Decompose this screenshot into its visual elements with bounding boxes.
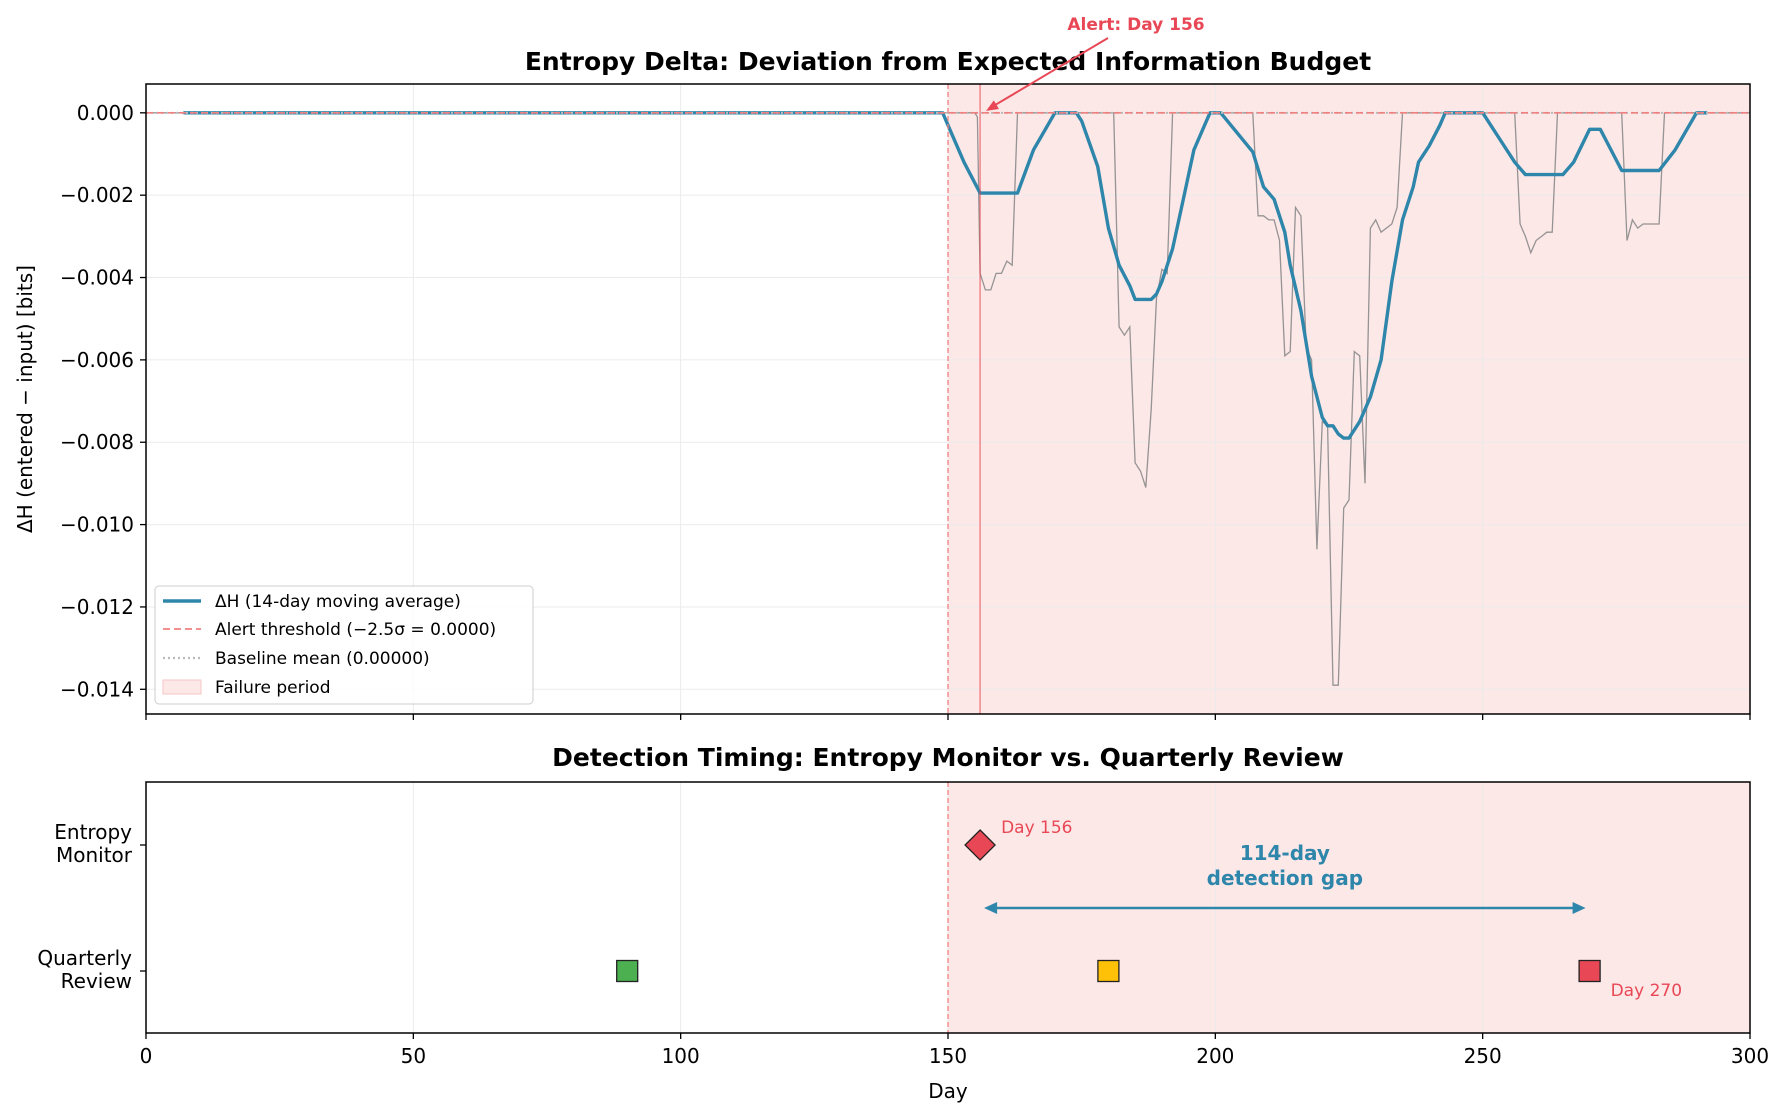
y-category-label: Monitor <box>56 843 133 867</box>
legend-label-baseline-mean: Baseline mean (0.00000) <box>215 649 430 669</box>
alert-annotation-arrow <box>991 37 1109 108</box>
bottom-x-axis-label: Day <box>928 1079 968 1103</box>
detection-gap: 114-day detection gap <box>984 841 1586 914</box>
y-category-label: Review <box>61 969 132 993</box>
y-tick-label: 0.000 <box>77 101 134 125</box>
y-category-label: Entropy <box>54 820 132 844</box>
quarterly-review-day-label: Day 270 <box>1611 981 1682 1001</box>
gap-arrowhead-right <box>1572 902 1586 914</box>
entropy-monitor-day-label: Day 156 <box>1001 818 1072 838</box>
gap-label-line-2: detection gap <box>1207 866 1363 890</box>
x-tick-label: 50 <box>401 1044 426 1068</box>
top-y-ticks: 0.000 −0.002 −0.004 −0.006 −0.008 −0.010 −0.01… <box>60 101 146 701</box>
entropy-monitor-marker <box>964 829 996 861</box>
entropy-delta-panel: 0.000 −0.002 −0.004 −0.006 −0.008 −0.010 −0.01… <box>13 15 1751 720</box>
top-reference-lines <box>146 84 1750 714</box>
legend-label-alert-threshold: Alert threshold (−2.5σ = 0.0000) <box>215 620 496 640</box>
gap-arrowhead-left <box>984 902 998 914</box>
x-tick-label: 100 <box>662 1044 700 1068</box>
top-legend: ΔH (14-day moving average) Alert thresho… <box>154 585 534 705</box>
y-tick-label: −0.002 <box>60 183 134 207</box>
alert-annotation-text: Alert: Day 156 <box>1067 15 1204 35</box>
legend-handle-failure-period <box>162 679 202 695</box>
y-tick-label: −0.008 <box>60 430 134 454</box>
legend-label-moving-average: ΔH (14-day moving average) <box>215 592 461 612</box>
y-tick-label: −0.012 <box>60 595 134 619</box>
top-series <box>146 111 1750 686</box>
legend-label-failure-period: Failure period <box>215 678 331 698</box>
top-chart-title: Entropy Delta: Deviation from Expected I… <box>525 47 1371 76</box>
legend-box <box>154 585 534 705</box>
alert-annotation-arrowhead <box>986 100 999 111</box>
x-tick-label: 0 <box>140 1044 153 1068</box>
x-tick-label: 150 <box>929 1044 967 1068</box>
y-tick-label: −0.004 <box>60 266 134 290</box>
detection-markers: Day 156 Day 270 <box>616 818 1682 1001</box>
y-tick-label: −0.006 <box>60 348 134 372</box>
failure-period-shade <box>948 84 1750 714</box>
top-x-ticks <box>145 714 1751 720</box>
y-tick-label: −0.010 <box>60 513 134 537</box>
y-category-label: Quarterly <box>37 946 132 970</box>
x-tick-label: 200 <box>1196 1044 1234 1068</box>
alert-annotation: Alert: Day 156 <box>986 15 1205 111</box>
bottom-x-ticks: 0 50 100 150 200 250 300 <box>140 1033 1769 1068</box>
quarterly-review-marker <box>1578 959 1601 983</box>
x-tick-label: 300 <box>1731 1044 1769 1068</box>
quarterly-review-marker <box>1097 959 1120 983</box>
top-y-axis-label: ΔH (entered − input) [bits] <box>13 265 37 533</box>
gap-label-line-1: 114-day <box>1240 841 1330 865</box>
series-moving-average <box>183 111 1708 440</box>
quarterly-review-marker <box>616 959 639 983</box>
y-tick-label: −0.014 <box>60 677 134 701</box>
bottom-chart-title: Detection Timing: Entropy Monitor vs. Qu… <box>552 743 1344 772</box>
x-tick-label: 250 <box>1464 1044 1502 1068</box>
